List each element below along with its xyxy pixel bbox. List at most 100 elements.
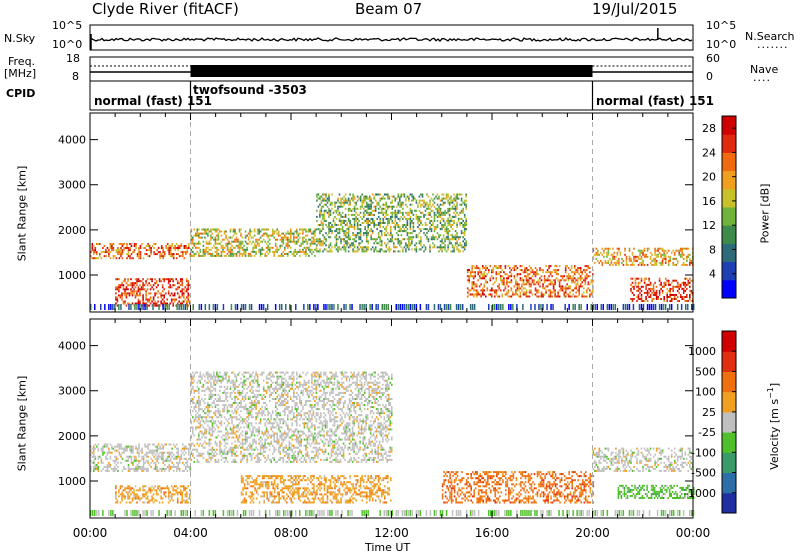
- power-cell: [90, 255, 92, 258]
- power-cell: [343, 244, 345, 247]
- power-cell: [628, 257, 631, 260]
- power-cell: [347, 238, 350, 241]
- power-cell: [108, 304, 110, 310]
- power-cell: [501, 269, 504, 272]
- power-cell: [288, 240, 291, 243]
- power-cell: [335, 248, 338, 251]
- power-cell: [364, 219, 366, 222]
- power-cell: [362, 246, 365, 249]
- vel-cell: [132, 461, 134, 464]
- power-cell: [436, 246, 439, 249]
- power-cell: [377, 203, 380, 206]
- power-cell: [256, 228, 259, 231]
- power-cell: [183, 257, 186, 260]
- power-cell: [214, 254, 217, 257]
- power-cell: [273, 232, 275, 235]
- power-cell: [439, 222, 442, 224]
- vel-cell: [222, 375, 224, 378]
- power-cell: [513, 285, 516, 288]
- power-cell: [264, 232, 266, 235]
- power-cell: [673, 298, 676, 300]
- power-cell: [320, 205, 323, 208]
- power-cell: [312, 242, 315, 245]
- power-cell: [657, 247, 659, 250]
- vel-cell: [165, 467, 167, 470]
- power-cell: [628, 259, 631, 262]
- power-cell: [396, 205, 398, 208]
- power-cell: [684, 283, 687, 286]
- power-cell: [176, 282, 179, 285]
- vel-cell: [237, 391, 239, 394]
- power-cell: [456, 240, 458, 243]
- vel-cell: [116, 499, 119, 502]
- power-cell: [643, 291, 646, 294]
- power-cell: [584, 281, 587, 284]
- power-cell: [189, 253, 192, 256]
- power-cell: [287, 236, 289, 239]
- vel-cell: [189, 489, 191, 492]
- power-cell: [579, 283, 582, 286]
- power-cell: [344, 248, 347, 251]
- power-cell: [136, 284, 138, 287]
- power-cell: [355, 240, 357, 243]
- power-cell: [266, 304, 269, 310]
- power-cell: [243, 248, 245, 251]
- power-cell: [590, 281, 593, 284]
- power-cell: [583, 291, 585, 294]
- power-cell: [411, 232, 413, 235]
- vel-cell: [238, 406, 241, 409]
- power-cell: [396, 213, 398, 216]
- vel-cell: [195, 426, 197, 429]
- power-cell: [160, 280, 162, 283]
- power-cell: [176, 292, 179, 295]
- power-cell: [149, 284, 152, 287]
- vel-cell: [213, 373, 215, 376]
- power-cell: [294, 250, 297, 253]
- vel-cell: [237, 438, 239, 441]
- power-cell: [477, 271, 479, 274]
- power-cell: [226, 248, 229, 251]
- power-cell: [654, 249, 656, 252]
- power-cell: [631, 253, 634, 256]
- power-cell: [285, 238, 288, 241]
- power-cell: [676, 304, 679, 310]
- power-cell: [195, 232, 197, 235]
- power-cell: [277, 254, 280, 257]
- vel-cell: [114, 449, 116, 452]
- power-cell: [578, 304, 580, 310]
- power-cell: [456, 195, 458, 198]
- power-cell: [388, 197, 391, 200]
- power-cell: [391, 238, 394, 241]
- vel-cell: [174, 457, 176, 460]
- power-cell: [183, 292, 185, 295]
- power-cell: [153, 243, 155, 245]
- power-cell: [178, 286, 180, 289]
- vel-cell: [240, 460, 242, 463]
- power-cell: [573, 277, 576, 280]
- power-cell: [100, 251, 103, 254]
- power-cell: [359, 234, 362, 237]
- power-cell: [658, 304, 661, 310]
- vel-cell: [132, 463, 134, 466]
- vel-cell: [175, 443, 178, 446]
- power-cell: [482, 277, 484, 280]
- power-cell: [355, 217, 357, 220]
- power-cell: [424, 203, 427, 206]
- power-cell: [578, 291, 580, 294]
- vel-cell: [211, 424, 214, 427]
- vel-cell: [138, 453, 140, 456]
- power-cell: [448, 240, 451, 243]
- vel-cell: [226, 432, 229, 435]
- vel-cell: [204, 428, 206, 431]
- vel-cell: [186, 491, 188, 494]
- power-cell: [376, 242, 378, 245]
- power-cell: [438, 215, 440, 218]
- power-cell: [552, 289, 555, 292]
- power-cell: [126, 257, 128, 260]
- power-cell: [597, 251, 599, 254]
- power-cell: [120, 251, 122, 254]
- power-cell: [482, 289, 484, 292]
- power-cell: [667, 261, 670, 264]
- power-cell: [135, 247, 137, 249]
- power-cell: [594, 304, 596, 310]
